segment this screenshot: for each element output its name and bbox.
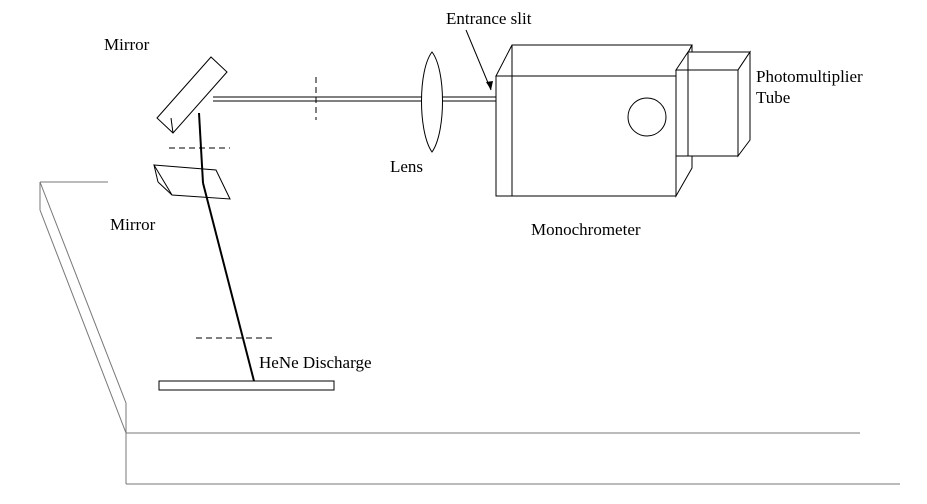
label-monochrometer: Monochrometer <box>531 220 641 239</box>
label-entrance-slit: Entrance slit <box>446 9 532 28</box>
photomultiplier-box <box>675 50 751 158</box>
label-pmt-line2: Tube <box>756 88 790 107</box>
hene-discharge-tube <box>158 380 335 391</box>
label-mirror-top: Mirror <box>104 35 150 54</box>
label-mirror-bottom: Mirror <box>110 215 156 234</box>
upper-mirror <box>156 56 228 134</box>
monochrometer-port <box>627 97 667 137</box>
optical-table <box>39 181 900 485</box>
entrance-slit-arrow <box>465 29 493 91</box>
label-pmt-line1: Photomultiplier <box>756 67 863 86</box>
lower-mirror <box>153 164 231 200</box>
label-hene: HeNe Discharge <box>259 353 372 372</box>
lens <box>421 51 443 153</box>
label-lens: Lens <box>390 157 423 176</box>
monochrometer-box <box>495 44 693 198</box>
laser-beam <box>198 96 498 382</box>
